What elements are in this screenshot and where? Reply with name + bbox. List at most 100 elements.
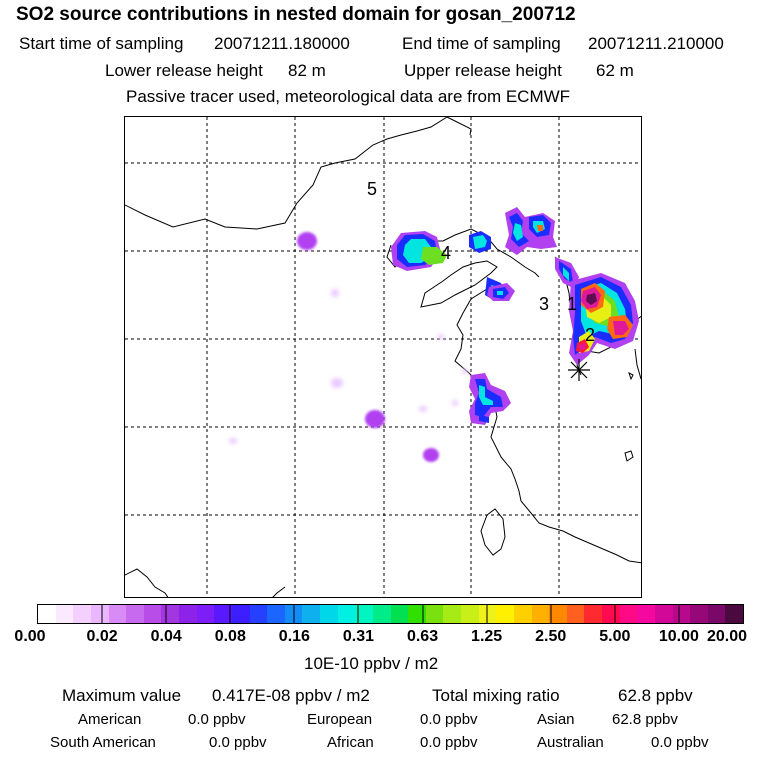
plume-coast-south (469, 373, 511, 425)
colorbar-swatch (443, 605, 461, 623)
colorbar-unit: 10E-10 ppbv / m2 (304, 654, 439, 673)
colorbar-tick-label: 0.08 (214, 628, 246, 645)
colorbar-tick-label: 0.02 (86, 628, 118, 645)
region-label-5: 5 (367, 179, 377, 199)
plume-faint (331, 289, 339, 297)
total-mixing-value: 62.8 ppbv (618, 686, 693, 705)
plume-faint (331, 378, 343, 388)
colorbar-swatch (179, 605, 197, 623)
page-title: SO2 source contributions in nested domai… (16, 4, 576, 25)
colorbar-swatch (496, 605, 514, 623)
colorbar-swatch (161, 605, 179, 623)
plume-faint (438, 334, 444, 340)
colorbar-swatch (602, 605, 620, 623)
colorbar-swatch (338, 605, 355, 623)
region-name-african: African (327, 734, 374, 751)
colorbar-swatch (250, 605, 267, 623)
lat-lon-grid (125, 117, 641, 597)
colorbar-swatch (391, 605, 408, 623)
region-name-south-american: South American (50, 734, 156, 751)
colorbar-swatch (73, 605, 91, 623)
region-value-american: 0.0 ppbv (188, 711, 246, 728)
region-value-asian: 62.8 ppbv (612, 711, 678, 728)
colorbar-swatch (461, 605, 479, 623)
plume-west (297, 232, 317, 250)
region-name-australian: Australian (537, 734, 604, 751)
plume-inland (365, 410, 385, 428)
start-time-label: Start time of sampling (19, 34, 184, 53)
receptor-star-icon (568, 359, 590, 381)
colorbar-swatch (567, 605, 584, 623)
region-label-1: 1 (567, 294, 577, 314)
start-time-value: 20071211.180000 (214, 34, 350, 53)
colorbar-tick-label: 0.16 (278, 628, 310, 645)
lower-release-value: 82 m (288, 61, 326, 80)
colorbar-swatch (267, 605, 285, 623)
colorbar-tick-label: 0.00 (14, 628, 46, 645)
colorbar-swatch (690, 605, 708, 623)
plume-faint (452, 400, 458, 406)
region-labels: 5 4 3 1 2 (367, 179, 595, 345)
colorbar-swatch (320, 605, 338, 623)
region-name-asian: Asian (537, 711, 575, 728)
colorbar-swatch (408, 605, 426, 623)
total-mixing-label: Total mixing ratio (432, 686, 560, 705)
colorbar (37, 604, 744, 624)
colorbar-swatch (514, 605, 532, 623)
colorbar-tick-label: 0.04 (150, 628, 182, 645)
plume-region-1-2 (569, 273, 639, 365)
colorbar-tick-label: 0.31 (342, 628, 375, 645)
tracer-note: Passive tracer used, meteorological data… (126, 87, 571, 106)
colorbar-tick-label: 20.00 (706, 628, 748, 645)
colorbar-swatch (232, 605, 250, 623)
colorbar-swatch (214, 605, 232, 623)
colorbar-swatch (620, 605, 637, 623)
region-label-3: 3 (539, 294, 549, 314)
max-value: 0.417E-08 ppbv / m2 (212, 686, 370, 705)
concentration-field (229, 207, 639, 462)
colorbar-swatch (532, 605, 549, 623)
map-canvas: 5 4 3 1 2 (125, 117, 641, 597)
region-label-4: 4 (441, 243, 451, 263)
colorbar-swatch (56, 605, 73, 623)
colorbar-swatch (373, 605, 391, 623)
colorbar-tick-label: 0.63 (406, 628, 439, 645)
region-value-african: 0.0 ppbv (420, 734, 478, 751)
colorbar-swatch (109, 605, 126, 623)
colorbar-swatch (91, 605, 109, 623)
upper-release-label: Upper release height (404, 61, 562, 80)
map-panel: 5 4 3 1 2 (124, 116, 642, 598)
colorbar-swatch (549, 605, 567, 623)
region-name-american: American (78, 711, 142, 728)
region-value-south-american: 0.0 ppbv (209, 734, 267, 751)
region-value-european: 0.0 ppbv (420, 711, 478, 728)
colorbar-tick-label: 5.00 (599, 628, 631, 645)
colorbar-swatch (144, 605, 161, 623)
colorbar-swatch (302, 605, 320, 623)
colorbar-swatch (637, 605, 655, 623)
region-label-2: 2 (585, 325, 595, 345)
region-value-australian: 0.0 ppbv (651, 734, 709, 751)
plume-shandong (487, 283, 515, 301)
colorbar-tick-label: 2.50 (535, 628, 567, 645)
plume-faint (229, 438, 237, 444)
end-time-label: End time of sampling (402, 34, 561, 53)
colorbar-swatch (355, 605, 373, 623)
region-name-european: European (307, 711, 373, 728)
colorbar-swatch (126, 605, 144, 623)
colorbar-swatch (38, 605, 56, 623)
max-value-label: Maximum value (62, 686, 182, 705)
colorbar-swatch (426, 605, 443, 623)
colorbar-swatch (655, 605, 673, 623)
plume-faint (419, 406, 427, 412)
colorbar-swatch (708, 605, 725, 623)
colorbar-swatches (38, 605, 743, 623)
colorbar-swatch (725, 605, 743, 623)
lower-release-label: Lower release height (105, 61, 263, 80)
colorbar-tick-label: 1.25 (471, 628, 503, 645)
upper-release-value: 62 m (596, 61, 634, 80)
plume-faint (462, 368, 468, 374)
colorbar-swatch (673, 605, 690, 623)
colorbar-tick-label: 10.00 (658, 628, 699, 645)
end-time-value: 20071211.210000 (588, 34, 724, 53)
